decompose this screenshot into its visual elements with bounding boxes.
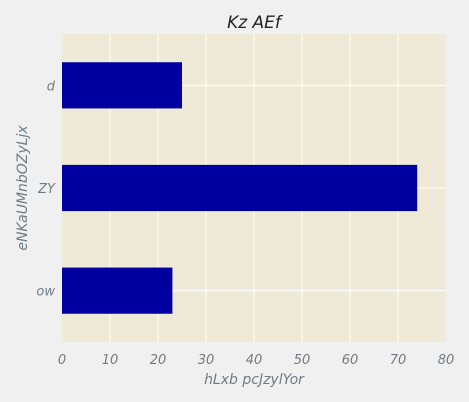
- y-tick-label: d: [47, 79, 56, 94]
- y-axis-label: eNKaUMnbOZyLjx: [15, 125, 31, 251]
- chart-title: Kz AEf: [227, 13, 284, 33]
- bar-ZY: [62, 164, 418, 212]
- x-tick-label: 0: [58, 353, 66, 368]
- x-tick-label: 70: [390, 353, 407, 368]
- x-tick-label: 40: [246, 353, 263, 368]
- x-tick-label: 20: [150, 353, 167, 368]
- y-tick-label: ZY: [37, 182, 56, 197]
- x-tick-label: 60: [342, 353, 359, 368]
- x-tick-label: 50: [294, 353, 311, 368]
- x-axis-label: hLxb pcJzylYor: [204, 372, 305, 388]
- x-tick-label: 10: [102, 353, 119, 368]
- bar-ow: [62, 267, 173, 314]
- y-tick-label: ow: [36, 285, 55, 300]
- bar-d: [62, 62, 182, 109]
- x-tick-label: 30: [198, 353, 215, 368]
- y-axis-ticks: ow ZY d: [36, 79, 56, 299]
- bars: [62, 62, 418, 314]
- x-axis-ticks: 0 10 20 30 40 50 60 70 80: [58, 353, 454, 368]
- x-tick-label: 80: [438, 353, 455, 368]
